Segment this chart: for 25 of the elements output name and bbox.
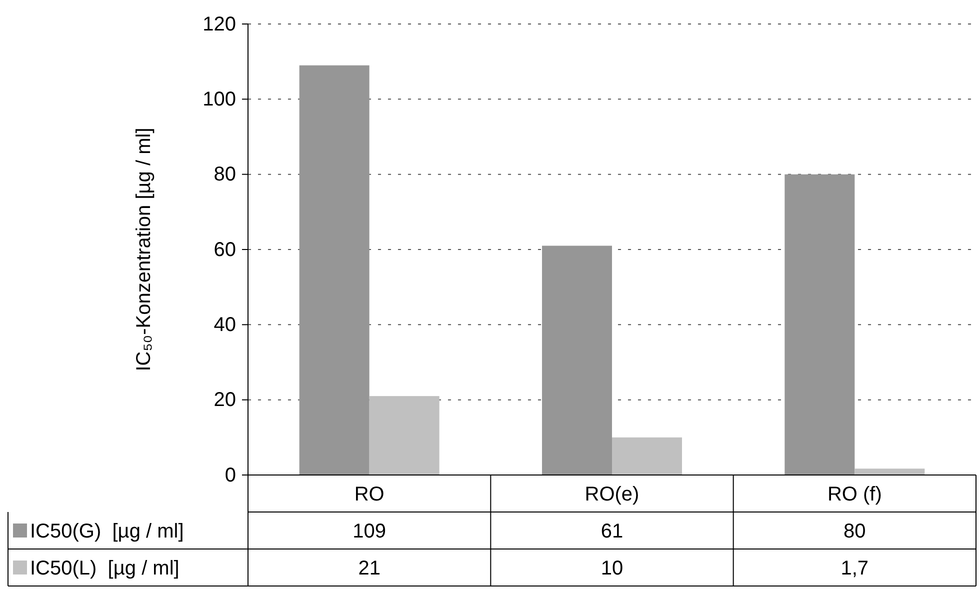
- y-tick-label: 20: [214, 389, 236, 412]
- bar: [369, 396, 440, 475]
- x-tick-label: RO (f): [827, 484, 882, 506]
- data-label: 80: [844, 520, 866, 542]
- data-label: 21: [358, 558, 380, 580]
- data-label: 10: [600, 558, 624, 580]
- y-tick-label: 80: [214, 164, 236, 186]
- bar: [299, 65, 370, 475]
- data-label: 61: [600, 520, 624, 542]
- bar: [612, 437, 682, 475]
- bar: [542, 246, 612, 475]
- y-tick-label: 60: [214, 238, 236, 261]
- bar: [784, 174, 855, 475]
- y-tick-label: 40: [214, 314, 236, 336]
- bar: [854, 468, 925, 475]
- data-label: 109: [352, 520, 386, 542]
- legend-label: IC50(G) [µg / ml]: [30, 520, 184, 542]
- y-tick-label: 100: [202, 88, 236, 111]
- legend-label: IC50(L) [µg / ml]: [30, 558, 180, 580]
- x-tick-label: RO(e): [584, 484, 640, 506]
- y-axis-title: IC₅₀-Konzentration [µg / ml]: [133, 128, 155, 372]
- x-tick-label: RO: [354, 484, 384, 506]
- data-label: 1,7: [840, 558, 869, 580]
- y-tick-label: 0: [224, 464, 236, 486]
- y-tick-label: 120: [202, 13, 236, 36]
